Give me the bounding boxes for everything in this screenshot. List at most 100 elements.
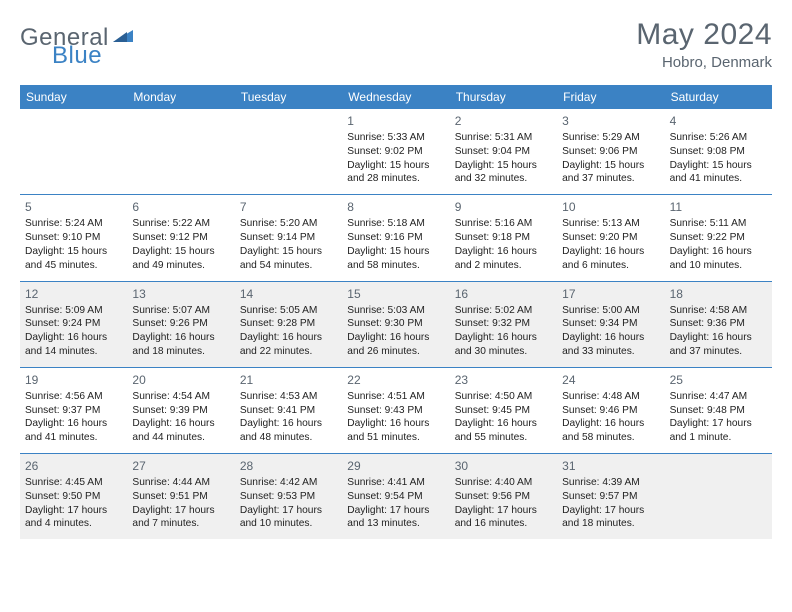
daylight-line: Daylight: 15 hours and 37 minutes. bbox=[562, 159, 659, 187]
sunset-line: Sunset: 9:51 PM bbox=[132, 490, 229, 504]
daylight-line: Daylight: 15 hours and 45 minutes. bbox=[25, 245, 122, 273]
day-cell: 12 Sunrise: 5:09 AMSunset: 9:24 PMDayligh… bbox=[20, 282, 127, 367]
sunrise-line: Sunrise: 5:07 AM bbox=[132, 304, 229, 318]
day-number: 17 bbox=[562, 286, 659, 302]
daylight-line: Daylight: 16 hours and 14 minutes. bbox=[25, 331, 122, 359]
week-row: 19Sunrise: 4:56 AMSunset: 9:37 PMDayligh… bbox=[20, 367, 772, 453]
day-number: 27 bbox=[132, 458, 229, 474]
day-number: 13 bbox=[132, 286, 229, 302]
sunset-line: Sunset: 9:37 PM bbox=[25, 404, 122, 418]
sunset-line: Sunset: 9:50 PM bbox=[25, 490, 122, 504]
daylight-line: Daylight: 16 hours and 55 minutes. bbox=[455, 417, 552, 445]
sunset-line: Sunset: 9:20 PM bbox=[562, 231, 659, 245]
weekday-friday: Friday bbox=[557, 85, 664, 109]
day-cell: 19Sunrise: 4:56 AMSunset: 9:37 PMDayligh… bbox=[20, 368, 127, 453]
sunset-line: Sunset: 9:24 PM bbox=[25, 317, 122, 331]
sunset-line: Sunset: 9:12 PM bbox=[132, 231, 229, 245]
sunrise-line: Sunrise: 4:53 AM bbox=[240, 390, 337, 404]
day-number: 23 bbox=[455, 372, 552, 388]
daylight-line: Daylight: 15 hours and 32 minutes. bbox=[455, 159, 552, 187]
day-number: 18 bbox=[670, 286, 767, 302]
daylight-line: Daylight: 17 hours and 7 minutes. bbox=[132, 504, 229, 532]
sunrise-line: Sunrise: 4:40 AM bbox=[455, 476, 552, 490]
day-cell: 16Sunrise: 5:02 AMSunset: 9:32 PMDayligh… bbox=[450, 282, 557, 367]
sunrise-line: Sunrise: 5:31 AM bbox=[455, 131, 552, 145]
daylight-line: Daylight: 16 hours and 33 minutes. bbox=[562, 331, 659, 359]
empty-cell bbox=[235, 109, 342, 194]
empty-cell bbox=[665, 454, 772, 539]
empty-cell bbox=[127, 109, 234, 194]
day-cell: 28Sunrise: 4:42 AMSunset: 9:53 PMDayligh… bbox=[235, 454, 342, 539]
sunrise-line: Sunrise: 4:58 AM bbox=[670, 304, 767, 318]
day-cell: 11Sunrise: 5:11 AMSunset: 9:22 PMDayligh… bbox=[665, 195, 772, 280]
day-cell: 30Sunrise: 4:40 AMSunset: 9:56 PMDayligh… bbox=[450, 454, 557, 539]
title-block: May 2024 Hobro, Denmark bbox=[636, 18, 772, 71]
sunrise-line: Sunrise: 5:00 AM bbox=[562, 304, 659, 318]
week-row: 5Sunrise: 5:24 AMSunset: 9:10 PMDaylight… bbox=[20, 194, 772, 280]
weekday-header-row: Sunday Monday Tuesday Wednesday Thursday… bbox=[20, 85, 772, 109]
day-cell: 13Sunrise: 5:07 AMSunset: 9:26 PMDayligh… bbox=[127, 282, 234, 367]
sunrise-line: Sunrise: 5:09 AM bbox=[25, 304, 122, 318]
sunrise-line: Sunrise: 5:02 AM bbox=[455, 304, 552, 318]
daylight-line: Daylight: 15 hours and 49 minutes. bbox=[132, 245, 229, 273]
day-cell: 27Sunrise: 4:44 AMSunset: 9:51 PMDayligh… bbox=[127, 454, 234, 539]
day-cell: 1Sunrise: 5:33 AMSunset: 9:02 PMDaylight… bbox=[342, 109, 449, 194]
sunset-line: Sunset: 9:26 PM bbox=[132, 317, 229, 331]
sunrise-line: Sunrise: 5:03 AM bbox=[347, 304, 444, 318]
sunrise-line: Sunrise: 5:18 AM bbox=[347, 217, 444, 231]
weekday-thursday: Thursday bbox=[450, 85, 557, 109]
day-number: 10 bbox=[562, 199, 659, 215]
sunrise-line: Sunrise: 5:29 AM bbox=[562, 131, 659, 145]
day-cell: 8Sunrise: 5:18 AMSunset: 9:16 PMDaylight… bbox=[342, 195, 449, 280]
week-row: 1Sunrise: 5:33 AMSunset: 9:02 PMDaylight… bbox=[20, 109, 772, 194]
day-number: 12 bbox=[25, 286, 122, 302]
daylight-line: Daylight: 15 hours and 54 minutes. bbox=[240, 245, 337, 273]
sunrise-line: Sunrise: 5:26 AM bbox=[670, 131, 767, 145]
day-cell: 6Sunrise: 5:22 AMSunset: 9:12 PMDaylight… bbox=[127, 195, 234, 280]
sunset-line: Sunset: 9:39 PM bbox=[132, 404, 229, 418]
sunrise-line: Sunrise: 5:16 AM bbox=[455, 217, 552, 231]
day-number: 26 bbox=[25, 458, 122, 474]
day-number: 6 bbox=[132, 199, 229, 215]
sunset-line: Sunset: 9:08 PM bbox=[670, 145, 767, 159]
sunset-line: Sunset: 9:34 PM bbox=[562, 317, 659, 331]
day-number: 19 bbox=[25, 372, 122, 388]
sunset-line: Sunset: 9:06 PM bbox=[562, 145, 659, 159]
daylight-line: Daylight: 15 hours and 28 minutes. bbox=[347, 159, 444, 187]
sunset-line: Sunset: 9:32 PM bbox=[455, 317, 552, 331]
day-number: 5 bbox=[25, 199, 122, 215]
sunset-line: Sunset: 9:48 PM bbox=[670, 404, 767, 418]
day-cell: 3Sunrise: 5:29 AMSunset: 9:06 PMDaylight… bbox=[557, 109, 664, 194]
sunset-line: Sunset: 9:46 PM bbox=[562, 404, 659, 418]
day-number: 29 bbox=[347, 458, 444, 474]
day-cell: 15Sunrise: 5:03 AMSunset: 9:30 PMDayligh… bbox=[342, 282, 449, 367]
sunrise-line: Sunrise: 4:42 AM bbox=[240, 476, 337, 490]
daylight-line: Daylight: 15 hours and 41 minutes. bbox=[670, 159, 767, 187]
day-number: 21 bbox=[240, 372, 337, 388]
logo: General Blue bbox=[20, 18, 133, 52]
day-number: 20 bbox=[132, 372, 229, 388]
sunset-line: Sunset: 9:54 PM bbox=[347, 490, 444, 504]
day-cell: 10Sunrise: 5:13 AMSunset: 9:20 PMDayligh… bbox=[557, 195, 664, 280]
daylight-line: Daylight: 17 hours and 18 minutes. bbox=[562, 504, 659, 532]
daylight-line: Daylight: 17 hours and 1 minute. bbox=[670, 417, 767, 445]
day-number: 22 bbox=[347, 372, 444, 388]
daylight-line: Daylight: 16 hours and 26 minutes. bbox=[347, 331, 444, 359]
day-number: 14 bbox=[240, 286, 337, 302]
calendar-grid: 1Sunrise: 5:33 AMSunset: 9:02 PMDaylight… bbox=[20, 109, 772, 539]
daylight-line: Daylight: 16 hours and 48 minutes. bbox=[240, 417, 337, 445]
sunrise-line: Sunrise: 5:13 AM bbox=[562, 217, 659, 231]
sunset-line: Sunset: 9:36 PM bbox=[670, 317, 767, 331]
sunrise-line: Sunrise: 5:05 AM bbox=[240, 304, 337, 318]
weekday-saturday: Saturday bbox=[665, 85, 772, 109]
sunset-line: Sunset: 9:45 PM bbox=[455, 404, 552, 418]
day-cell: 25Sunrise: 4:47 AMSunset: 9:48 PMDayligh… bbox=[665, 368, 772, 453]
day-number: 11 bbox=[670, 199, 767, 215]
day-cell: 5Sunrise: 5:24 AMSunset: 9:10 PMDaylight… bbox=[20, 195, 127, 280]
sunset-line: Sunset: 9:56 PM bbox=[455, 490, 552, 504]
weekday-wednesday: Wednesday bbox=[342, 85, 449, 109]
weekday-sunday: Sunday bbox=[20, 85, 127, 109]
daylight-line: Daylight: 16 hours and 22 minutes. bbox=[240, 331, 337, 359]
day-cell: 7Sunrise: 5:20 AMSunset: 9:14 PMDaylight… bbox=[235, 195, 342, 280]
weekday-tuesday: Tuesday bbox=[235, 85, 342, 109]
